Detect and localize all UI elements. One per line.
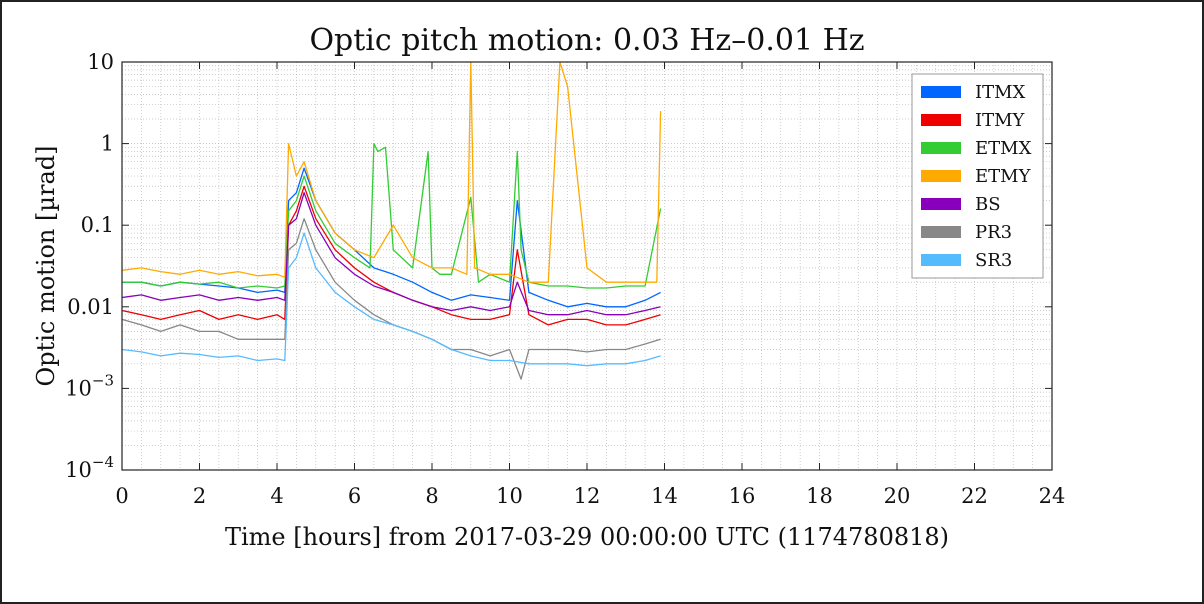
y-tick-label: 0.1 [81,213,114,237]
y-axis-label: Optic motion [µrad] [32,146,60,387]
legend-swatch [921,114,961,126]
y-tick-label: 0.01 [67,295,114,319]
y-tick-label: 10 [87,50,114,74]
legend-label: ETMY [975,166,1032,187]
chart-title: Optic pitch motion: 0.03 Hz–0.01 Hz [309,23,864,58]
x-tick-label: 4 [270,484,283,508]
legend-swatch [921,170,961,182]
legend-label: ITMX [975,82,1026,103]
series-line-itmy [122,185,661,326]
legend-label: ITMY [975,110,1026,131]
x-tick-label: 12 [574,484,601,508]
x-tick-label: 20 [884,484,911,508]
series-line-etmy [122,62,662,283]
legend-swatch [921,198,961,210]
x-tick-label: 10 [496,484,523,508]
x-tick-label: 18 [806,484,833,508]
x-tick-label: 0 [115,484,128,508]
x-tick-label: 24 [1039,484,1066,508]
legend: ITMX ITMY ETMX ETMY BS PR3 SR3 [911,73,1044,279]
series-group [122,62,662,380]
x-tick-label: 2 [193,484,206,508]
y-tick-label: 1 [101,132,114,156]
legend-label: SR3 [975,250,1012,271]
x-axis-label: Time [hours] from 2017-03-29 00:00:00 UT… [225,523,949,551]
x-tick-label: 16 [729,484,756,508]
legend-swatch [921,142,961,154]
legend-label: ETMX [975,138,1032,159]
legend-swatch [921,254,961,266]
grid [121,62,1053,471]
y-tick-label: 10−4 [65,453,114,482]
series-line-etmx [122,142,662,289]
legend-swatch [921,226,961,238]
legend-swatch [921,86,961,98]
legend-label: BS [975,194,1001,215]
legend-label: PR3 [975,222,1012,243]
series-line-sr3 [122,232,661,367]
series-line-bs [122,192,661,316]
x-tick-label: 22 [961,484,988,508]
x-tick-label: 6 [348,484,361,508]
x-tick-label: 14 [651,484,678,508]
series-line-pr3 [122,218,661,380]
x-tick-label: 8 [425,484,438,508]
y-tick-label: 10−3 [65,371,114,400]
series-line-itmx [122,167,661,308]
